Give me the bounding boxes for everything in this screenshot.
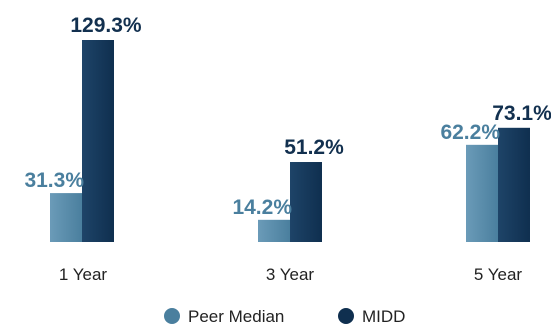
- midd-value-label: 129.3%: [70, 14, 142, 37]
- midd-value-label: 73.1%: [492, 102, 551, 125]
- peer-median-bar-5-year: [466, 144, 498, 242]
- peer-median-bar-3-year: [258, 219, 290, 242]
- midd-value-label: 51.2%: [284, 136, 344, 159]
- midd-bar-3-year: [290, 162, 322, 242]
- peer-median-value-label: 31.3%: [24, 169, 84, 192]
- bars-layer: [50, 40, 530, 242]
- peer-median-legend-label: Peer Median: [188, 307, 284, 326]
- peer-median-value-label: 62.2%: [440, 121, 500, 144]
- category-label-5-year: 5 Year: [474, 265, 523, 284]
- peer-median-value-label: 14.2%: [232, 196, 292, 219]
- legend: Peer Median MIDD: [164, 307, 405, 326]
- midd-legend-swatch: [338, 308, 354, 324]
- peer-median-bar-1-year: [50, 193, 82, 242]
- category-label-1-year: 1 Year: [59, 265, 108, 284]
- category-labels-layer: 1 Year 3 Year 5 Year: [59, 265, 523, 284]
- peer-median-legend-swatch: [164, 308, 180, 324]
- value-labels-layer: 31.3% 129.3% 14.2% 51.2% 62.2%73.1%: [24, 14, 551, 219]
- midd-legend-label: MIDD: [362, 307, 405, 326]
- midd-bar-1-year: [82, 40, 114, 242]
- midd-bar-5-year: [498, 127, 530, 242]
- category-label-3-year: 3 Year: [266, 265, 315, 284]
